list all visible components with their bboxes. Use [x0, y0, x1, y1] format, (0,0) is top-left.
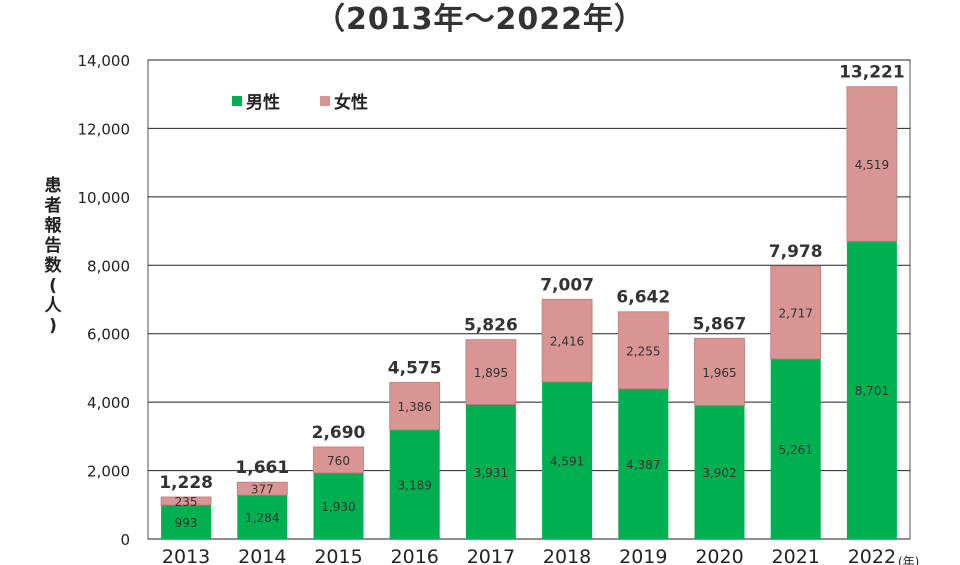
total-label: 6,642: [616, 288, 670, 308]
x-tick-label: 2019: [619, 546, 667, 565]
bar-female: [617, 311, 669, 390]
bar-male: [389, 429, 440, 539]
y-axis-label-char: ): [49, 316, 57, 336]
y-tick-label: 12,000: [78, 120, 131, 138]
y-axis-label-char: 数: [44, 256, 62, 276]
y-tick-label: 6,000: [87, 326, 130, 344]
total-label: 13,221: [839, 63, 905, 83]
y-axis-label-char: 患: [44, 176, 62, 196]
bar-male: [846, 241, 897, 539]
total-label: 5,826: [464, 316, 518, 336]
total-label: 1,661: [235, 458, 289, 478]
bar-male: [313, 472, 364, 539]
x-axis-unit: (年): [898, 555, 919, 565]
bar-male: [694, 405, 745, 539]
y-tick-label: 8,000: [87, 257, 130, 275]
data-label-male: 993: [175, 516, 198, 530]
y-tick-label: 4,000: [87, 394, 130, 412]
y-axis-label-char: 者: [44, 196, 62, 216]
y-axis-label-char: 告: [44, 236, 62, 256]
bar-female: [770, 265, 822, 360]
data-label-male: 1,284: [245, 511, 279, 525]
legend-label: 女性: [334, 92, 368, 113]
x-tick-label: 2021: [772, 546, 820, 565]
bar-male: [618, 388, 669, 539]
legend-label: 男性: [246, 92, 280, 113]
data-label-female: 760: [327, 454, 350, 468]
data-label-female: 2,416: [550, 335, 584, 349]
bar-female: [846, 86, 898, 242]
x-tick-label: 2016: [391, 546, 439, 565]
x-tick-label: 2018: [543, 546, 591, 565]
legend-swatch: [232, 96, 242, 106]
y-tick-label: 2,000: [87, 463, 130, 481]
bar-female: [694, 337, 745, 406]
data-label-male: 5,261: [779, 443, 813, 457]
x-tick-label: 2013: [162, 546, 210, 565]
data-label-male: 3,902: [702, 466, 736, 480]
bar-female: [389, 382, 441, 431]
bar-female: [313, 446, 364, 474]
data-label-male: 3,189: [398, 478, 432, 492]
y-axis-label-char: (: [49, 276, 57, 296]
total-label: 7,978: [769, 242, 823, 262]
bar-male: [237, 495, 288, 539]
data-label-male: 4,591: [550, 454, 584, 468]
bar-male: [161, 505, 212, 539]
data-label-female: 1,895: [474, 366, 508, 380]
data-label-female: 235: [175, 495, 198, 509]
x-tick-label: 2014: [238, 546, 286, 565]
total-label: 2,690: [312, 423, 366, 443]
total-label: 7,007: [540, 275, 594, 295]
y-tick-label: 0: [120, 531, 130, 549]
x-tick-label: 2015: [314, 546, 362, 565]
data-label-female: 2,255: [626, 344, 660, 358]
x-tick-label: 2017: [467, 546, 515, 565]
chart-title: （2013年～2022年）: [315, 2, 645, 37]
data-label-female: 377: [251, 483, 274, 497]
x-tick-label: 2022: [848, 546, 896, 565]
x-tick-label: 2020: [695, 546, 743, 565]
bar-female: [236, 481, 288, 496]
data-label-male: 1,930: [321, 500, 355, 514]
total-label: 1,228: [159, 473, 213, 493]
data-label-male: 4,387: [626, 458, 660, 472]
data-label-female: 4,519: [855, 158, 889, 172]
y-axis-label-char: 報: [44, 216, 62, 236]
data-label-female: 1,965: [702, 366, 736, 380]
data-label-male: 3,931: [474, 466, 508, 480]
data-label-male: 8,701: [855, 384, 889, 398]
legend-swatch: [320, 96, 330, 106]
bar-male: [542, 381, 593, 539]
bar-female: [160, 496, 212, 506]
y-tick-label: 14,000: [78, 52, 131, 70]
data-label-female: 1,386: [398, 400, 432, 414]
y-axis-label: 患者報告数(人): [42, 176, 64, 336]
bar-male: [770, 358, 821, 539]
bar-male: [465, 404, 516, 539]
y-tick-label: 10,000: [78, 189, 131, 207]
y-axis-label-char: 人: [44, 296, 62, 316]
data-label-female: 2,717: [779, 307, 813, 321]
bar-female: [465, 339, 517, 405]
total-label: 5,867: [693, 314, 747, 334]
bar-female: [541, 298, 593, 383]
total-label: 4,575: [388, 358, 442, 378]
